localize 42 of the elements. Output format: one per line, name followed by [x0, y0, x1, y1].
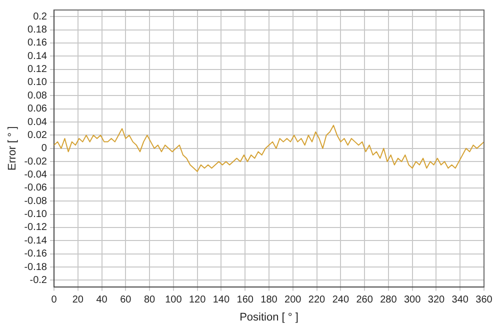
x-tick-label: 300 [404, 294, 422, 306]
x-tick-label: 360 [476, 294, 493, 306]
x-tick-label: 260 [356, 294, 374, 306]
y-tick-label: 0.06 [28, 104, 48, 115]
x-axis-title: Position [ ° ] [240, 311, 298, 324]
x-tick-label: 0 [51, 294, 58, 306]
x-tick-label: 240 [332, 294, 350, 306]
x-tick-label: 320 [428, 294, 445, 306]
x-tick-label: 340 [452, 294, 469, 306]
y-tick-label: 0.12 [28, 64, 48, 76]
x-tick-label: 20 [72, 294, 84, 306]
y-tick-label: 0.10 [28, 77, 48, 88]
x-tick-label: 220 [308, 294, 326, 306]
y-tick-label: 0.18 [28, 24, 48, 36]
y-tick-label: -0.2 [30, 274, 48, 286]
y-tick-label: -0.08 [24, 196, 48, 207]
x-tick-label: 140 [212, 294, 230, 306]
x-tick-label: 160 [236, 294, 254, 306]
x-tick-label: 280 [380, 294, 398, 306]
x-tick-label: 100 [165, 294, 182, 306]
y-tick-label: 0.04 [28, 116, 48, 128]
y-axis-title: Error [ ° ] [6, 126, 19, 170]
x-tick-label: 40 [96, 294, 108, 306]
y-tick-label: 0.08 [28, 90, 48, 102]
y-tick-label: -0.14 [24, 235, 48, 246]
y-tick-label: -0.06 [24, 182, 48, 194]
y-tick-label: 0.02 [28, 130, 48, 141]
y-tick-label: -0.04 [24, 170, 48, 181]
y-tick-label: -0.12 [24, 222, 48, 234]
x-tick-label: 200 [284, 294, 302, 306]
y-tick-label: 0.2 [33, 11, 48, 22]
y-tick-label: 0 [41, 143, 48, 154]
y-tick-label: 0.16 [28, 38, 48, 49]
y-tick-label: 0.14 [28, 50, 48, 62]
y-tick-label: -0.02 [24, 156, 48, 168]
x-tick-label: 120 [188, 294, 206, 306]
x-tick-label: 180 [260, 294, 278, 306]
x-tick-label: 60 [120, 294, 132, 306]
y-tick-label: -0.16 [24, 248, 48, 260]
y-tick-label: -0.18 [24, 262, 48, 273]
y-tick-label: -0.10 [24, 209, 48, 220]
x-tick-label: 80 [144, 294, 156, 306]
